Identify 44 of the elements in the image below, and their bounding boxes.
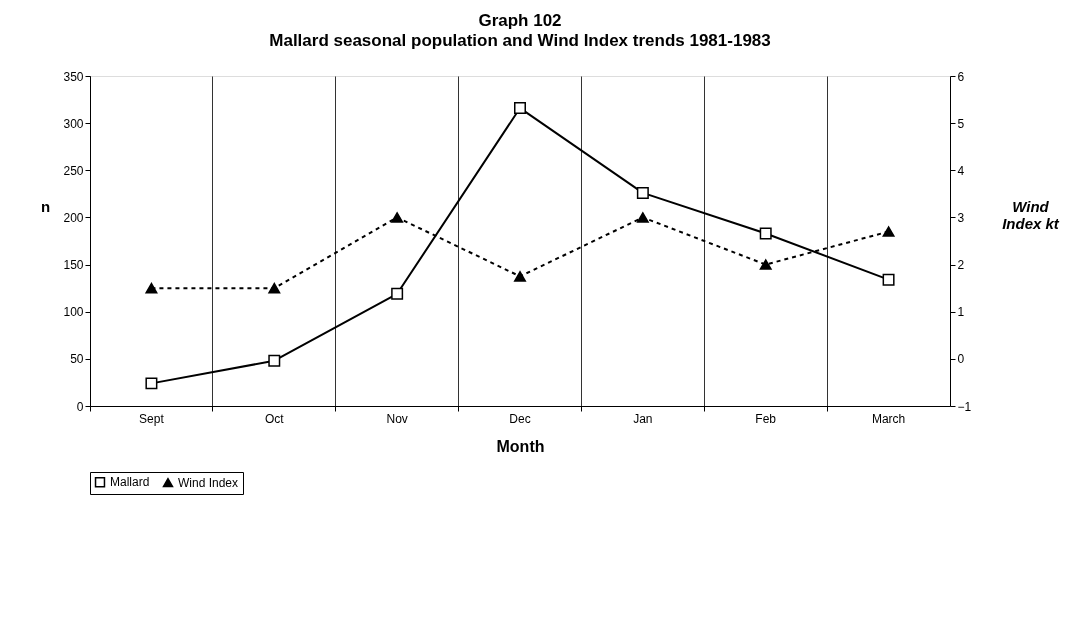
y-tick-label: 250 [63,163,84,178]
y2-tick-label: 1 [957,305,965,320]
point [759,227,772,240]
y2-tick-label: 4 [957,163,965,178]
x-tick-label: Jan [633,411,653,426]
x-tick-label: Oct [264,411,285,426]
chart-subtitle: Mallard seasonal population and Wind Index trends 1981-1983 [269,31,771,50]
y-tick-label: 350 [63,69,84,84]
point [391,212,404,223]
point [636,186,649,199]
y-tick-label: 150 [63,258,84,273]
y2-tick-label: −1 [957,399,972,414]
legend-label: Mallard [110,475,150,490]
point [882,226,895,237]
legend-label: Wind Index [178,475,239,490]
y2-tick-label: 5 [957,116,965,131]
y2-axis-title: Wind Index kt [1002,197,1060,232]
x-tick-label: Dec [509,411,531,426]
y2-tick-label: 3 [957,210,965,225]
point [514,271,526,282]
point [514,102,526,115]
point [268,282,281,294]
y2-tick-label: 6 [957,69,965,84]
point [391,287,404,300]
point [268,354,281,367]
y-tick-label: 0 [76,399,84,414]
y2-tick-label: 2 [957,258,965,273]
point [759,259,772,270]
x-tick-label: Nov [386,411,408,426]
y-axis-title: n [40,197,51,215]
point [882,273,895,286]
y-tick-label: 100 [63,305,84,320]
x-tick-label: Feb [755,411,777,426]
y2-tick-label: 0 [957,352,965,367]
x-tick-label: March [871,411,906,426]
point [145,282,158,294]
y-tick-label: 300 [63,116,84,131]
y-tick-label: 50 [70,352,84,367]
point [636,212,649,223]
x-tick-label: Sept [139,411,165,426]
point [145,377,158,390]
chart-title: Graph 102 [478,11,562,30]
y-tick-label: 200 [63,210,84,225]
x-axis-title: Month [496,437,545,455]
